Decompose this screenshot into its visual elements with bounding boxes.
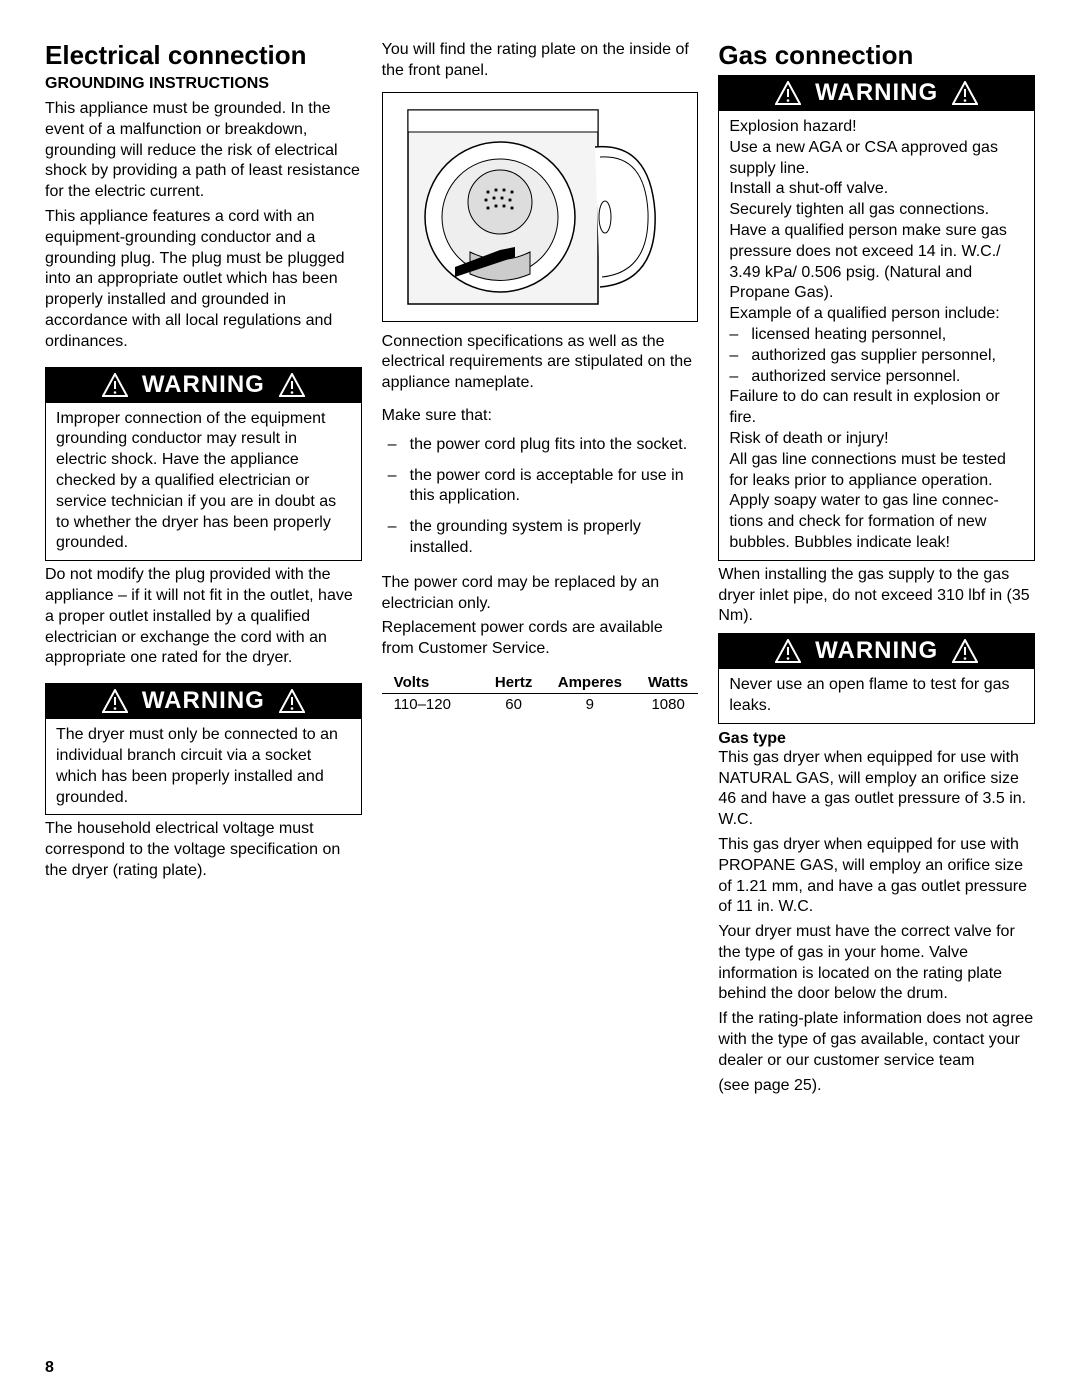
- heading-grounding: GROUNDING INSTRUCTIONS: [45, 75, 362, 93]
- warning-triangle-icon: [279, 373, 305, 397]
- warning-box: Explosion hazard! Use a new AGA or CSA a…: [718, 111, 1035, 561]
- warning-triangle-icon: [775, 639, 801, 663]
- para: Make sure that:: [382, 406, 699, 427]
- para: When installing the gas supply to the ga…: [718, 565, 1035, 627]
- heading-electrical: Electrical connection: [45, 40, 362, 71]
- warning-text: Improper connection of the equipment gro…: [56, 409, 351, 555]
- table-row: Volts Hertz Amperes Watts: [382, 672, 699, 694]
- warning-box: The dryer must only be connected to an i…: [45, 719, 362, 815]
- list-item: the power cord is acceptable for use in …: [382, 466, 699, 508]
- warning-text: All gas line connections must be tested …: [729, 450, 1024, 554]
- warning-label: WARNING: [142, 371, 265, 399]
- warning-bar: WARNING: [718, 633, 1035, 669]
- table-cell: 1080: [638, 693, 698, 715]
- para: This appliance features a cord with an e…: [45, 207, 362, 353]
- table-header: Hertz: [486, 672, 542, 694]
- warning-text: Risk of death or injury!: [729, 429, 1024, 450]
- para: If the rating-plate information does not…: [718, 1009, 1035, 1071]
- column-gas: Gas connection WARNING Explosion hazard!…: [718, 40, 1035, 1100]
- warning-triangle-icon: [102, 689, 128, 713]
- warning-text: Failure to do can result in explosion or…: [729, 387, 1024, 429]
- para: Replacement power cords are available fr…: [382, 618, 699, 660]
- table-cell: 60: [486, 693, 542, 715]
- warning-text: Use a new AGA or CSA approved gas supply…: [729, 138, 1024, 180]
- heading-gas-type: Gas type: [718, 730, 1035, 748]
- list-item: licensed heating personnel,: [729, 325, 1024, 346]
- para: This gas dryer when equipped for use wit…: [718, 748, 1035, 831]
- list-item: the power cord plug fits into the socket…: [382, 435, 699, 456]
- table-cell: 110–120: [382, 693, 486, 715]
- warning-text: Explosion hazard!: [729, 117, 1024, 138]
- warning-text: Never use an open flame to test for gas …: [729, 675, 1024, 717]
- warning-bar: WARNING: [45, 367, 362, 403]
- warning-label: WARNING: [815, 637, 938, 665]
- bullet-list: the power cord plug fits into the socket…: [382, 435, 699, 569]
- warning-label: WARNING: [142, 687, 265, 715]
- warning-triangle-icon: [952, 639, 978, 663]
- warning-triangle-icon: [952, 81, 978, 105]
- para: Connection specifications as well as the…: [382, 332, 699, 394]
- table-header: Watts: [638, 672, 698, 694]
- column-electrical: Electrical connection GROUNDING INSTRUCT…: [45, 40, 362, 1100]
- warning-box: Improper connection of the equipment gro…: [45, 403, 362, 562]
- warning-triangle-icon: [775, 81, 801, 105]
- heading-gas: Gas connection: [718, 40, 1035, 71]
- warning-text: Securely tighten all gas connections.: [729, 200, 1024, 221]
- warning-label: WARNING: [815, 79, 938, 107]
- para: The household electrical voltage must co…: [45, 819, 362, 881]
- warning-triangle-icon: [279, 689, 305, 713]
- list-item: authorized gas supplier personnel,: [729, 346, 1024, 367]
- warning-triangle-icon: [102, 373, 128, 397]
- para: (see page 25).: [718, 1076, 1035, 1097]
- illustration-rating-plate: [382, 92, 699, 322]
- table-header: Amperes: [542, 672, 638, 694]
- warning-bar: WARNING: [718, 75, 1035, 111]
- column-middle: You will find the rating plate on the in…: [382, 40, 699, 1100]
- dryer-illustration-icon: [400, 102, 680, 312]
- spec-table: Volts Hertz Amperes Watts 110–120 60 9 1…: [382, 672, 699, 715]
- warning-text: Example of a qualified person include:: [729, 304, 1024, 325]
- table-row: 110–120 60 9 1080: [382, 693, 699, 715]
- table-cell: 9: [542, 693, 638, 715]
- para: Your dryer must have the correct valve f…: [718, 922, 1035, 1005]
- para: This appliance must be grounded. In the …: [45, 99, 362, 203]
- warning-box: Never use an open flame to test for gas …: [718, 669, 1035, 724]
- list-item: authorized service personnel.: [729, 367, 1024, 388]
- table-header: Volts: [382, 672, 486, 694]
- warning-text: Have a qualified person make sure gas pr…: [729, 221, 1024, 304]
- warning-text: Install a shut-off valve.: [729, 179, 1024, 200]
- para: You will find the rating plate on the in…: [382, 40, 699, 82]
- warning-list: licensed heating personnel, authorized g…: [729, 325, 1024, 387]
- warning-text: The dryer must only be connected to an i…: [56, 725, 351, 808]
- page-number: 8: [45, 1359, 54, 1377]
- para: Do not modify the plug provided with the…: [45, 565, 362, 669]
- para: The power cord may be replaced by an ele…: [382, 573, 699, 615]
- warning-bar: WARNING: [45, 683, 362, 719]
- para: This gas dryer when equipped for use wit…: [718, 835, 1035, 918]
- list-item: the grounding system is properly install…: [382, 517, 699, 559]
